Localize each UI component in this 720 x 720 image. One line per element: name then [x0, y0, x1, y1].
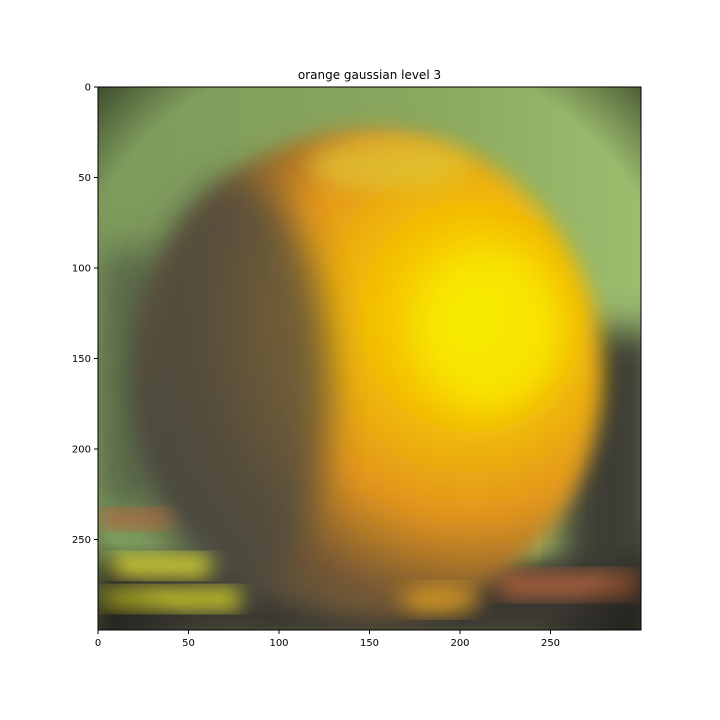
y-axis: 0 50 100 150 200 250 [72, 83, 98, 546]
y-tick-label: 150 [72, 354, 91, 365]
x-tick-label: 50 [182, 638, 195, 649]
blurred-orange-image [98, 87, 641, 630]
y-tick-label: 200 [72, 445, 91, 456]
figure-title: orange gaussian level 3 [297, 68, 442, 82]
x-tick-label: 250 [541, 638, 560, 649]
x-tick-label: 150 [360, 638, 379, 649]
y-tick-label: 100 [72, 264, 91, 275]
x-axis: 0 50 100 150 200 250 [95, 630, 560, 649]
y-tick-label: 50 [78, 173, 91, 184]
x-tick-label: 200 [450, 638, 469, 649]
y-tick-label: 0 [85, 83, 91, 94]
y-tick-label: 250 [72, 535, 91, 546]
x-tick-label: 100 [269, 638, 288, 649]
x-tick-label: 0 [95, 638, 101, 649]
